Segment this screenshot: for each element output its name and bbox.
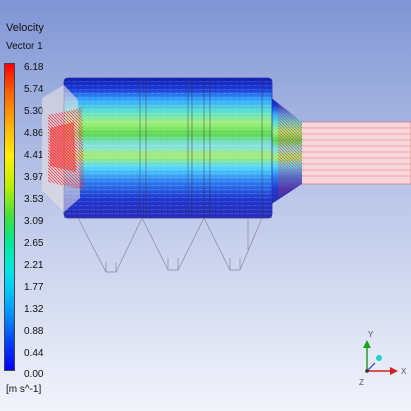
axis-y-label: Y [368,330,374,339]
legend-tick: 2.21 [24,260,44,271]
legend-tick: 3.97 [24,172,44,183]
outlet-duct [299,121,411,185]
legend-tick: 3.09 [24,216,44,227]
inlet-high-velocity-zone [42,85,84,212]
baffle-plates [139,80,263,216]
legend-tick: 1.77 [24,282,44,293]
legend-tick: 6.18 [24,62,44,73]
units-label: [m s^-1] [6,384,42,395]
legend-tick: 0.88 [24,326,44,337]
legend-tick: 4.41 [24,150,44,161]
axis-x-label: X [401,367,407,376]
legend-tick: 5.30 [24,106,44,117]
color-scale-bar [4,63,15,371]
hopper-outlines [77,217,263,273]
legend-tick: 3.53 [24,194,44,205]
legend-subtitle: Vector 1 [6,41,43,52]
legend-tick: 5.74 [24,84,44,95]
legend-title: Velocity [6,22,44,34]
axis-z-label: Z [359,378,364,387]
legend-tick: 1.32 [24,304,44,315]
axis-triad: Y X Z [359,330,407,387]
legend-tick: 0.44 [24,348,44,359]
legend-tick: 0.00 [24,369,44,380]
legend-tick: 2.65 [24,238,44,249]
legend-tick: 4.86 [24,128,44,139]
